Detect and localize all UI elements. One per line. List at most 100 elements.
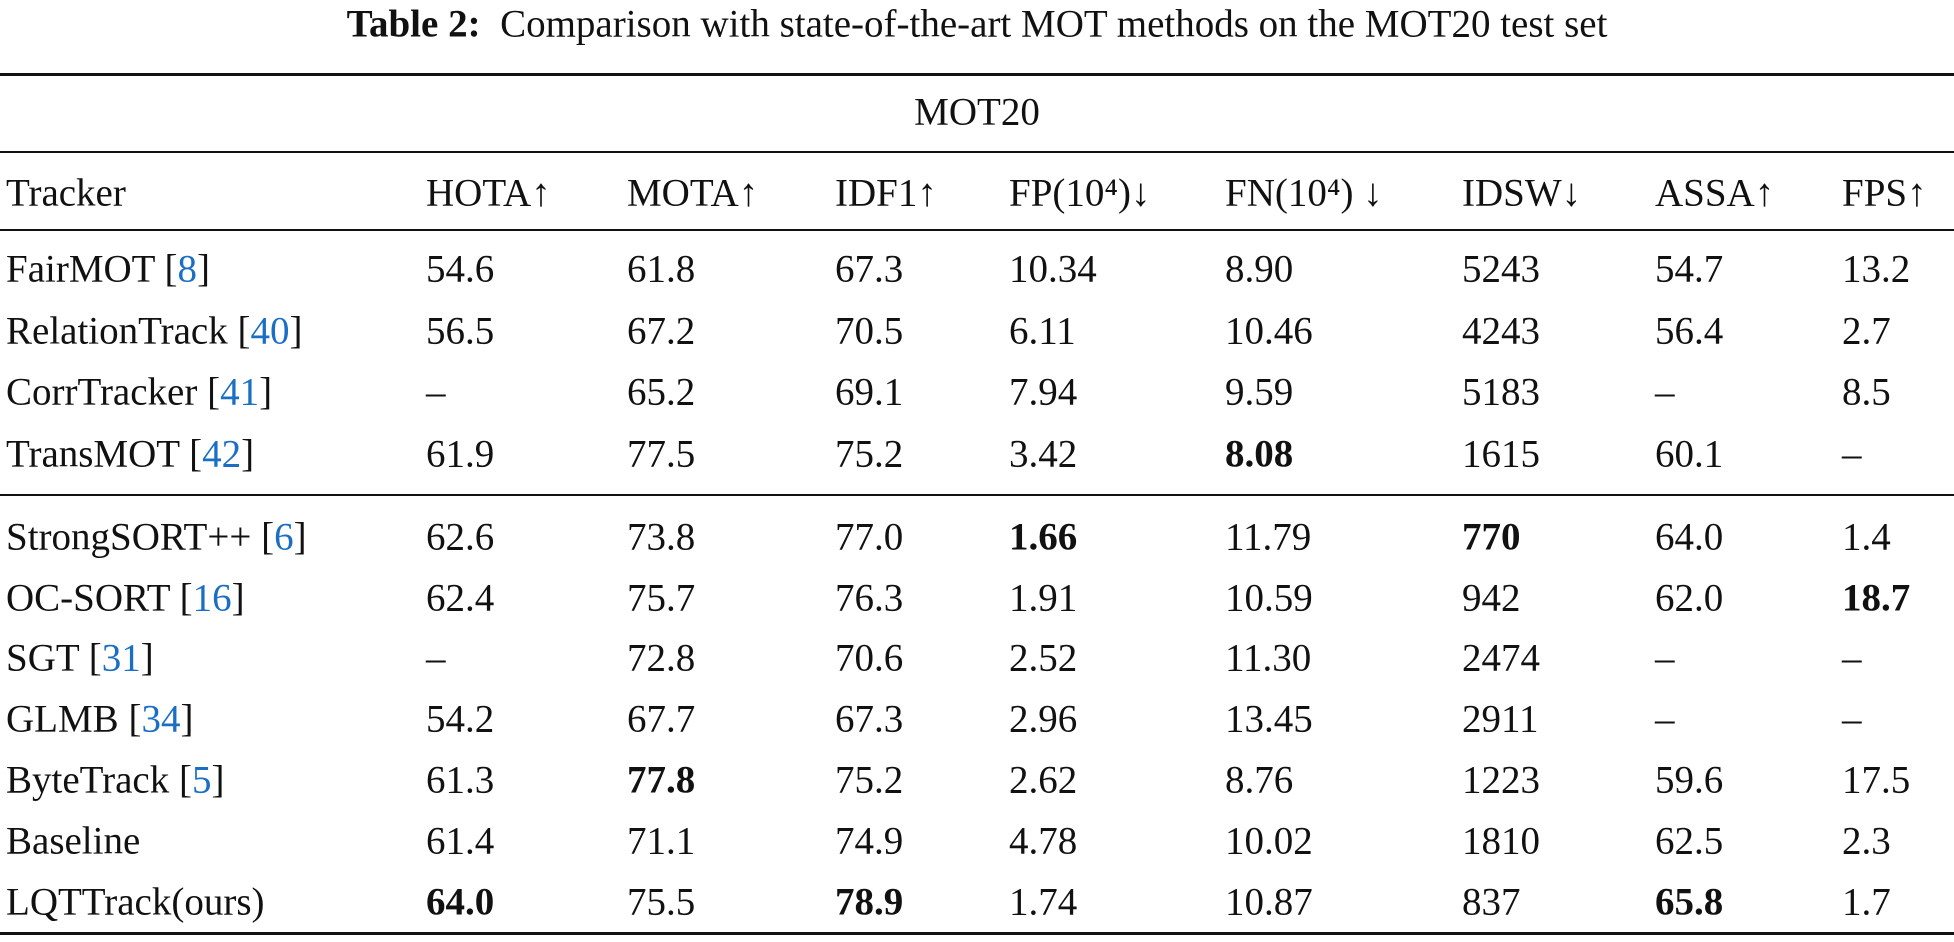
cell: 73.8 <box>627 515 696 559</box>
cell: 8.08 <box>1225 432 1294 476</box>
cell: 67.3 <box>835 697 904 741</box>
cell: 59.6 <box>1655 758 1724 802</box>
cell: 61.4 <box>426 819 495 863</box>
citation: 31 <box>89 637 154 680</box>
cell: 62.4 <box>426 576 495 620</box>
cell: 56.5 <box>426 309 495 353</box>
cell: 69.1 <box>835 370 904 414</box>
column-header: FN(10⁴) ↓ <box>1225 171 1383 215</box>
cell: 8.90 <box>1225 247 1294 291</box>
cell: 10.34 <box>1009 247 1097 291</box>
cell: 77.5 <box>627 432 696 476</box>
tracker-name: LQTTrack(ours) <box>6 883 265 922</box>
column-header: FP(10⁴)↓ <box>1009 171 1151 215</box>
tracker: FairMOT <box>6 247 155 291</box>
column-header: FPS↑ <box>1842 171 1927 215</box>
cell: 1.74 <box>1009 880 1078 924</box>
bottom-rule <box>0 932 1954 935</box>
tracker: ByteTrack <box>6 758 170 802</box>
citation-number: 8 <box>177 247 198 291</box>
citation-number: 6 <box>274 515 294 559</box>
cell: 10.59 <box>1225 576 1313 620</box>
citation-number: 31 <box>101 636 141 680</box>
cell: 2474 <box>1462 636 1540 680</box>
cell: 6.11 <box>1009 309 1076 353</box>
cell: 1.7 <box>1842 880 1891 924</box>
cell: 2.62 <box>1009 758 1078 802</box>
column-header: ASSA↑ <box>1655 171 1775 215</box>
column-header: IDSW↓ <box>1462 171 1582 215</box>
citation-number: 16 <box>192 576 232 620</box>
cell: – <box>1655 636 1675 680</box>
caption: Table 2: Comparison with state-of-the-ar… <box>347 5 1608 44</box>
cell: 61.8 <box>627 247 696 291</box>
tracker-name: CorrTracker 41 <box>6 371 272 414</box>
cell: 70.5 <box>835 309 904 353</box>
citation-number: 40 <box>250 309 290 353</box>
column-header: IDF1↑ <box>835 171 937 215</box>
cell: 11.79 <box>1225 515 1312 559</box>
citation-number: 34 <box>141 697 181 741</box>
citation: 40 <box>237 310 302 353</box>
citation-number: 41 <box>220 370 260 414</box>
caption-label: Table 2: <box>346 2 481 46</box>
cell: 4243 <box>1462 309 1540 353</box>
cell: 8.5 <box>1842 370 1891 414</box>
cell: 942 <box>1462 576 1521 620</box>
cell: 2.52 <box>1009 636 1078 680</box>
cell: 2.7 <box>1842 309 1891 353</box>
cell: 62.5 <box>1655 819 1724 863</box>
group-header: MOT20 <box>914 90 1040 134</box>
cell: 770 <box>1462 515 1521 559</box>
cell: – <box>1655 697 1675 741</box>
cell: 8.76 <box>1225 758 1294 802</box>
cell: 10.02 <box>1225 819 1313 863</box>
caption-text: Comparison with state-of-the-art MOT met… <box>500 2 1608 46</box>
tracker-name: StrongSORT++ 6 <box>6 515 307 559</box>
citation: 34 <box>128 698 193 741</box>
cell: 54.2 <box>426 697 495 741</box>
cell: 61.9 <box>426 432 495 476</box>
citation: 41 <box>207 371 272 414</box>
cell: 74.9 <box>835 819 904 863</box>
top-rule <box>0 73 1954 76</box>
tracker-name: RelationTrack 40 <box>6 310 302 353</box>
cell: 1.66 <box>1009 515 1078 559</box>
section-rule <box>0 494 1954 496</box>
cell: 70.6 <box>835 636 904 680</box>
citation: 6 <box>261 516 307 559</box>
cell: 62.6 <box>426 515 495 559</box>
cell: 3.42 <box>1009 432 1078 476</box>
column-header: Tracker <box>6 171 126 215</box>
cell: 10.87 <box>1225 880 1313 924</box>
tracker-name: Baseline <box>6 822 140 861</box>
cell: 54.7 <box>1655 247 1724 291</box>
tracker: StrongSORT++ <box>6 515 252 559</box>
cell: 1.91 <box>1009 576 1078 620</box>
cell: 65.2 <box>627 370 696 414</box>
cell: 7.94 <box>1009 370 1078 414</box>
tracker-name: FairMOT 8 <box>6 247 210 291</box>
column-header: HOTA↑ <box>426 171 551 215</box>
cell: 56.4 <box>1655 309 1724 353</box>
cell: 4.78 <box>1009 819 1078 863</box>
column-header: MOTA↑ <box>627 171 759 215</box>
cell: 17.5 <box>1842 758 1911 802</box>
cell: – <box>1842 636 1862 680</box>
cell: 1810 <box>1462 819 1540 863</box>
cell: 71.1 <box>627 819 696 863</box>
cell: 11.30 <box>1225 636 1312 680</box>
header-rule <box>0 229 1954 231</box>
cell: 67.2 <box>627 309 696 353</box>
tracker-name: TransMOT 42 <box>6 433 254 476</box>
tracker: Baseline <box>6 819 141 863</box>
cell: – <box>1842 697 1862 741</box>
cell: 18.7 <box>1842 576 1911 620</box>
cell: 9.59 <box>1225 370 1294 414</box>
tracker: GLMB <box>6 697 119 741</box>
cell: 75.2 <box>835 758 904 802</box>
tracker-name: ByteTrack 5 <box>6 758 224 802</box>
cell: 13.2 <box>1842 247 1911 291</box>
tracker: SGT <box>6 636 79 680</box>
